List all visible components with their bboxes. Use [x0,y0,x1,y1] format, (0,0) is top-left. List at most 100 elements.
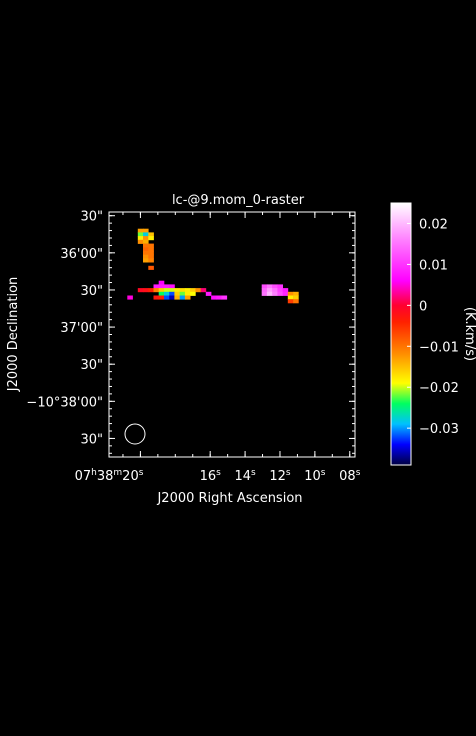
x-tick-labels: 07h38m20s 16s 14s 12s 10s 08s [75,468,361,484]
emission-pixel-15 [148,251,154,256]
emission-pixels [127,228,299,304]
emission-pixel-59 [266,284,273,289]
y-tick-label-4: 30" [80,358,103,373]
emission-pixel-40 [164,291,170,296]
colorbar-ticks: 0.02 0.01 0 −0.01 −0.02 −0.03 [407,217,459,437]
emission-pixel-36 [190,288,196,293]
emission-pixel-39 [158,291,165,296]
emission-pixel-38 [200,288,207,293]
emission-pixel-30 [158,288,165,293]
emission-pixel-13 [148,247,154,252]
emission-pixel-44 [184,291,191,296]
colorbar-label: (K.km/s) [462,307,476,361]
emission-pixel-42 [174,291,180,296]
emission-pixel-55 [211,295,217,300]
emission-pixel-75 [293,295,299,300]
emission-pixel-45 [190,291,196,296]
emission-pixel-54 [205,291,212,296]
emission-pixel-60 [272,284,278,289]
emission-pixel-53 [184,295,191,300]
emission-pixel-72 [287,291,294,296]
emission-pixel-47 [153,295,160,300]
emission-pixel-58 [261,284,268,289]
x-axis-label: J2000 Right Ascension [156,491,302,506]
emission-pixel-23 [158,284,165,289]
emission-pixel-74 [287,295,294,300]
emission-pixel-41 [169,291,175,296]
x-tick-label-16s: 16s [200,468,222,484]
emission-pixel-31 [164,288,170,293]
emission-pixel-33 [174,288,180,293]
y-tick-label-6: 30" [80,432,103,447]
x-tick-label-20s: 07h38m20s [75,468,144,484]
emission-pixel-64 [272,288,278,293]
y-tick-labels: 30" 36'00" 30" 37'00" 30" −10°38'00" 30" [26,210,103,448]
emission-pixel-19 [148,258,154,263]
emission-pixel-26 [137,288,144,293]
emission-pixel-16 [143,254,149,259]
emission-pixel-12 [143,247,149,252]
emission-pixel-18 [143,258,149,263]
x-tick-label-10s: 10s [304,468,326,484]
emission-pixel-7 [148,236,154,241]
emission-pixel-65 [277,288,283,293]
colorbar-tick-label-4: −0.02 [419,381,459,396]
emission-pixel-50 [169,295,175,300]
emission-pixel-71 [282,291,289,296]
x-axis-ticks [122,212,351,457]
emission-pixel-14 [143,251,149,256]
emission-pixel-35 [184,288,191,293]
emission-pixel-70 [277,291,283,296]
colorbar-tick-label-5: −0.03 [419,422,459,437]
beam-ellipse [124,423,146,445]
x-tick-label-12s: 12s [269,468,291,484]
emission-pixel-57 [221,295,228,300]
emission-pixel-32 [169,288,175,293]
emission-pixel-24 [164,284,170,289]
emission-pixel-8 [137,239,144,244]
emission-pixel-52 [179,295,186,300]
colorbar-tick-label-2: 0 [419,299,427,314]
y-tick-label-3: 37'00" [60,321,103,336]
emission-pixel-66 [282,288,289,293]
emission-pixel-68 [266,291,273,296]
emission-pixel-28 [148,288,154,293]
y-tick-label-0: 30" [80,210,103,225]
colorbar-tick-label-3: −0.01 [419,340,459,355]
colorbar [390,202,412,466]
emission-pixel-46 [127,295,133,300]
x-tick-label-08s: 08s [339,468,361,484]
emission-pixel-61 [277,284,283,289]
emission-pixel-34 [179,288,186,293]
emission-pixel-6 [143,236,149,241]
y-tick-label-5: −10°38'00" [26,395,103,410]
emission-pixel-11 [148,243,154,248]
emission-pixel-69 [272,291,278,296]
x-tick-label-14s: 14s [234,468,256,484]
emission-pixel-62 [261,288,268,293]
emission-pixel-9 [143,239,149,244]
y-tick-label-2: 30" [80,284,103,299]
emission-pixel-3 [143,232,149,237]
emission-pixel-17 [148,254,154,259]
emission-pixel-10 [143,243,149,248]
emission-pixel-76 [287,299,294,304]
emission-pixel-0 [137,228,144,233]
emission-pixel-48 [158,295,165,300]
colorbar-tick-label-1: 0.01 [419,258,448,273]
emission-pixel-67 [261,291,268,296]
emission-pixel-20 [148,265,154,270]
emission-pixel-63 [266,288,273,293]
y-axis-ticks [109,215,355,454]
emission-pixel-49 [164,295,170,300]
emission-pixel-2 [137,232,144,237]
emission-pixel-22 [153,284,160,289]
emission-pixel-73 [293,291,299,296]
y-tick-label-1: 36'00" [60,247,103,262]
emission-pixel-1 [143,228,149,233]
emission-pixel-25 [169,284,175,289]
colorbar-tick-label-0: 0.02 [419,217,448,232]
emission-pixel-56 [216,295,222,300]
emission-pixel-43 [179,291,186,296]
